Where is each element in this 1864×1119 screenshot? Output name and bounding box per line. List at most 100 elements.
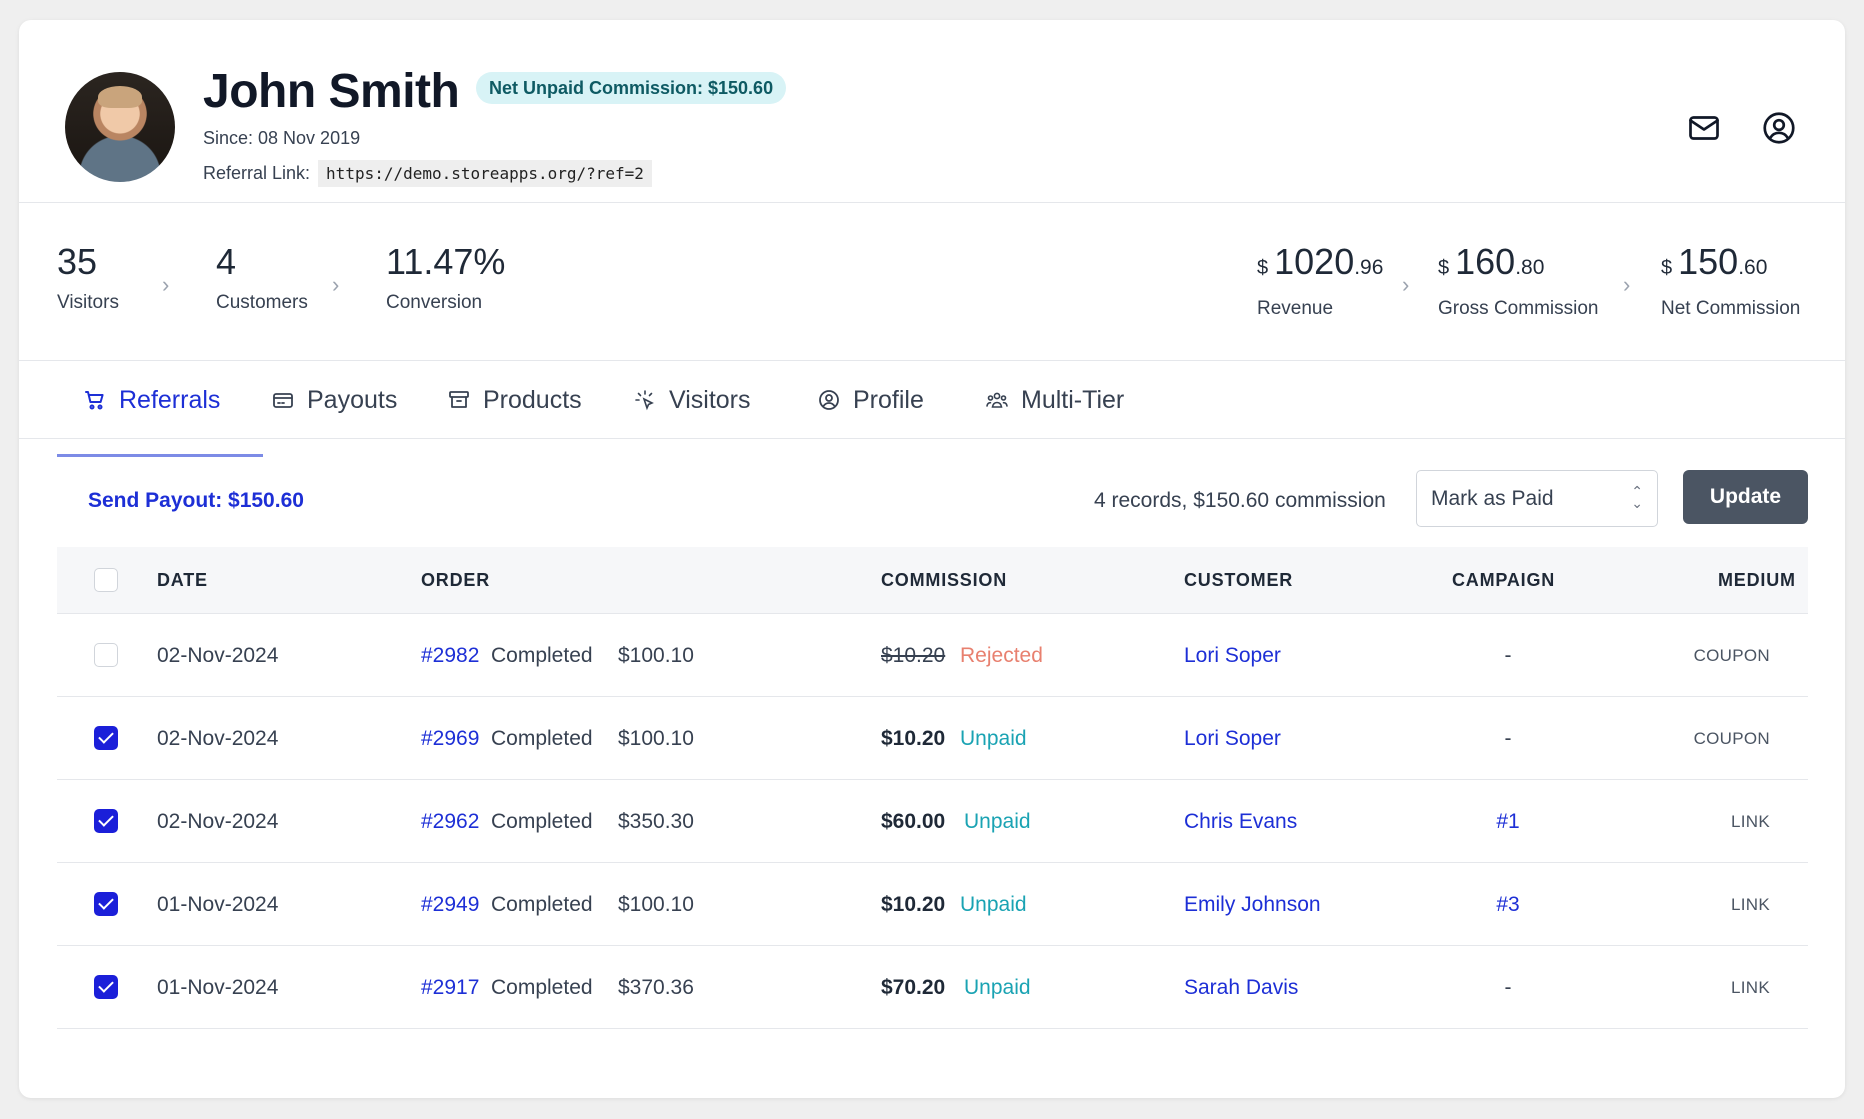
row-checkbox[interactable] — [94, 809, 118, 833]
customer-link[interactable]: Chris Evans — [1184, 810, 1298, 833]
tab-payouts-label: Payouts — [307, 385, 398, 414]
commission-status: Unpaid — [960, 727, 1027, 750]
tab-payouts[interactable]: Payouts — [245, 361, 397, 439]
profile-name: John Smith — [203, 65, 460, 118]
header-medium[interactable]: MEDIUM — [1718, 570, 1796, 590]
order-link[interactable]: #2969 — [421, 727, 480, 750]
order-link[interactable]: #2962 — [421, 810, 480, 833]
table-row: 02-Nov-2024 #2962 Completed $350.30 $60.00 Un… — [57, 780, 1808, 863]
stat-revenue-cents: .96 — [1354, 256, 1384, 279]
order-total: $100.10 — [618, 893, 694, 916]
tab-visitors[interactable]: Visitors — [607, 361, 751, 439]
records-summary: 4 records, $150.60 commission — [1094, 489, 1386, 512]
medium-value: COUPON — [1693, 646, 1770, 665]
order-link[interactable]: #2949 — [421, 893, 480, 916]
tab-multi-tier-label: Multi-Tier — [1021, 385, 1125, 414]
tab-products[interactable]: Products — [421, 361, 582, 439]
order-total: $100.10 — [618, 644, 694, 667]
header-date[interactable]: DATE — [157, 570, 208, 590]
row-date: 01-Nov-2024 — [157, 976, 279, 999]
currency-symbol: $ — [1661, 257, 1673, 279]
medium-value: LINK — [1731, 895, 1770, 914]
stats-bar: 35 Visitors › 4 Customers › 11.47% Conve… — [19, 204, 1845, 361]
tab-referrals-label: Referrals — [119, 385, 221, 414]
header-campaign[interactable]: CAMPAIGN — [1452, 570, 1556, 590]
mail-icon[interactable] — [1686, 110, 1722, 146]
member-since: Since: 08 Nov 2019 — [203, 128, 361, 148]
profile-header: John Smith Net Unpaid Commission: $150.6… — [19, 20, 1845, 203]
stat-conversion-label: Conversion — [386, 292, 483, 313]
row-checkbox[interactable] — [94, 975, 118, 999]
campaign-value[interactable]: #1 — [1496, 810, 1520, 833]
order-total: $370.36 — [618, 976, 694, 999]
table-row: 02-Nov-2024 #2969 Completed $100.10 $10.20 Un… — [57, 697, 1808, 780]
customer-link[interactable]: Lori Soper — [1184, 727, 1281, 750]
update-button[interactable]: Update — [1683, 470, 1808, 524]
stat-conversion: 11.47% Conversion — [386, 240, 505, 314]
stat-net-label: Net Commission — [1661, 298, 1801, 319]
order-status: Completed — [491, 644, 593, 667]
row-date: 02-Nov-2024 — [157, 727, 279, 750]
cursor-click-icon — [635, 390, 654, 411]
currency-symbol: $ — [1257, 257, 1269, 279]
commission-amount: $70.20 — [881, 976, 946, 999]
net-unpaid-badge: Net Unpaid Commission: $150.60 — [476, 72, 787, 104]
row-date: 02-Nov-2024 — [157, 810, 279, 833]
stat-gross-whole: 160 — [1455, 241, 1516, 282]
referrals-table: DATE ORDER COMMISSION CUSTOMER CAMPAIGN … — [57, 547, 1808, 1029]
referral-link[interactable]: https://demo.storeapps.org/?ref=2 — [318, 160, 652, 187]
row-checkbox[interactable] — [94, 643, 118, 667]
campaign-value: - — [1504, 727, 1512, 750]
stat-customers-value: 4 — [216, 241, 237, 282]
stat-conversion-value: 11.47% — [386, 241, 506, 282]
stat-revenue-label: Revenue — [1257, 298, 1334, 319]
referral-link-row: Referral Link: https://demo.storeapps.or… — [203, 160, 652, 187]
select-all-checkbox[interactable] — [94, 568, 118, 592]
tab-profile[interactable]: Profile — [791, 361, 924, 439]
status-select-value: Mark as Paid — [1431, 487, 1554, 510]
order-link[interactable]: #2982 — [421, 644, 480, 667]
commission-status: Rejected — [960, 644, 1043, 667]
commission-status: Unpaid — [964, 810, 1031, 833]
tab-bar: Referrals Payouts Products Visitors Prof… — [19, 361, 1845, 439]
stat-gross-cents: .80 — [1515, 256, 1545, 279]
row-checkbox[interactable] — [94, 892, 118, 916]
order-status: Completed — [491, 893, 593, 916]
row-checkbox[interactable] — [94, 726, 118, 750]
stat-net-cents: .60 — [1738, 256, 1768, 279]
stat-net-commission: $150.60 Net Commission — [1661, 240, 1800, 320]
campaign-value[interactable]: #3 — [1496, 893, 1520, 916]
stat-visitors-value: 35 — [57, 241, 98, 282]
chevron-right-icon: › — [332, 272, 340, 297]
table-header: DATE ORDER COMMISSION CUSTOMER CAMPAIGN … — [57, 547, 1808, 614]
medium-value: LINK — [1731, 978, 1770, 997]
stat-gross-label: Gross Commission — [1438, 298, 1599, 319]
order-link[interactable]: #2917 — [421, 976, 480, 999]
commission-amount: $10.20 — [881, 893, 946, 916]
tab-multi-tier[interactable]: Multi-Tier — [959, 361, 1124, 439]
stat-customers: 4 Customers — [216, 240, 308, 314]
cart-icon — [85, 391, 104, 410]
order-total: $350.30 — [618, 810, 694, 833]
user-circle-icon[interactable] — [1761, 110, 1797, 146]
send-payout-link[interactable]: Send Payout: $150.60 — [88, 489, 304, 512]
header-commission[interactable]: COMMISSION — [881, 570, 1008, 590]
order-status: Completed — [491, 810, 593, 833]
avatar — [65, 72, 175, 182]
header-customer[interactable]: CUSTOMER — [1184, 570, 1294, 590]
tab-visitors-label: Visitors — [669, 385, 751, 414]
chevron-right-icon: › — [1402, 272, 1410, 297]
chevron-right-icon: › — [162, 272, 170, 297]
affiliate-card: John Smith Net Unpaid Commission: $150.6… — [19, 20, 1845, 1098]
campaign-value: - — [1504, 976, 1512, 999]
tab-referrals[interactable]: Referrals — [57, 361, 220, 439]
campaign-value: - — [1504, 644, 1512, 667]
status-select[interactable]: Mark as Paid ⌃ ⌄ — [1416, 470, 1658, 527]
customer-link[interactable]: Lori Soper — [1184, 644, 1281, 667]
users-group-icon — [986, 392, 1008, 408]
commission-amount: $60.00 — [881, 810, 946, 833]
chevron-up-down-icon: ⌃ ⌄ — [1631, 483, 1643, 511]
header-order[interactable]: ORDER — [421, 570, 491, 590]
customer-link[interactable]: Sarah Davis — [1184, 976, 1299, 999]
customer-link[interactable]: Emily Johnson — [1184, 893, 1321, 916]
